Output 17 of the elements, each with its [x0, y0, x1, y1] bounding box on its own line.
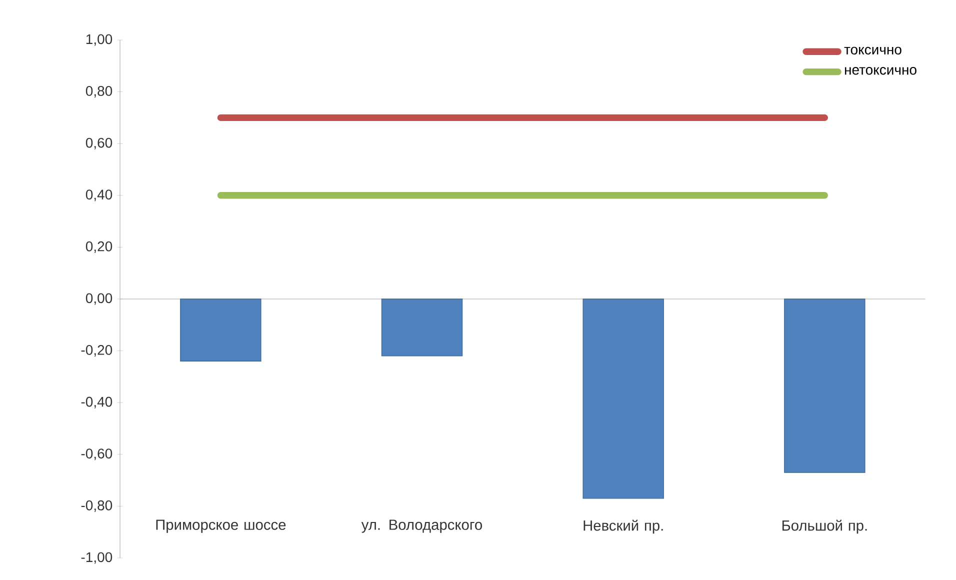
- y-tick-label: 0,00: [86, 293, 112, 305]
- y-tick-label: 0,40: [86, 190, 112, 202]
- y-tick-label: -0,60: [81, 448, 112, 460]
- x-tick-label: ул. Володарского: [361, 520, 482, 533]
- legend-label: токсично: [844, 46, 902, 55]
- y-tick-label: -0,80: [81, 500, 112, 512]
- x-tick-label: Большой пр.: [782, 520, 867, 534]
- x-tick-label: Приморское шоссе: [156, 520, 286, 533]
- y-tick-label: 0,60: [86, 138, 112, 150]
- y-tick-label: 0,20: [86, 241, 112, 253]
- y-tick-label: 0,80: [86, 86, 112, 98]
- y-tick-label: -0,20: [81, 345, 112, 357]
- y-tick-label: -0,40: [81, 396, 112, 408]
- y-tick-label: -1,00: [81, 552, 112, 564]
- y-tick-label: 1,00: [86, 34, 112, 46]
- legend-label: нетоксично: [844, 67, 916, 75]
- x-tick-label: Невский пр.: [584, 520, 663, 534]
